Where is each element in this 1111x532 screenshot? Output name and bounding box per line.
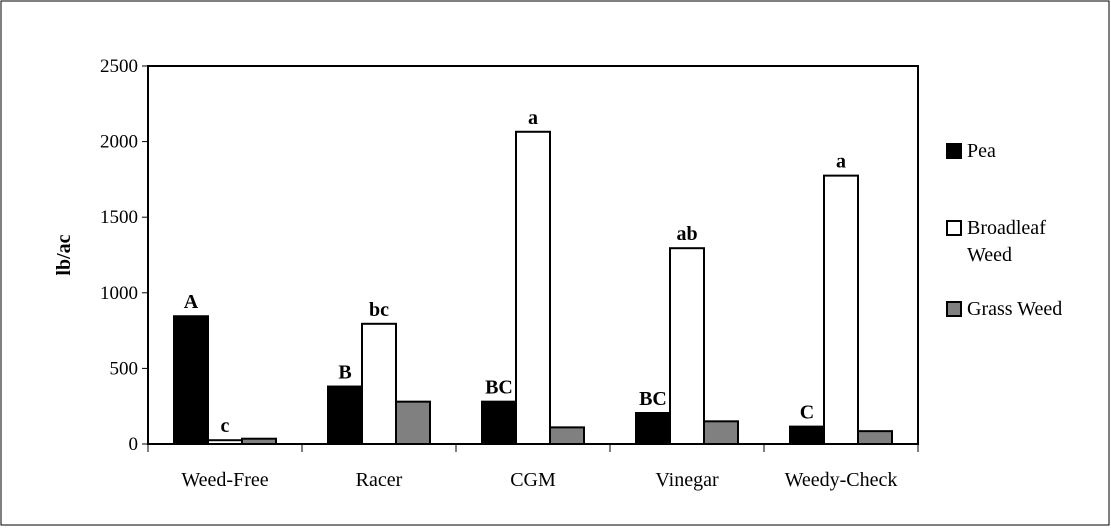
legend-label: Weed	[967, 244, 1012, 266]
x-tick-label: Weedy-Check	[785, 469, 898, 491]
bar-significance-label: bc	[369, 299, 389, 321]
x-axis: Weed-Free Racer CGM Vinegar Weedy-Check	[147, 444, 919, 491]
x-tick-label: Racer	[356, 469, 403, 491]
bar-pea	[327, 385, 363, 446]
y-axis-title: lb/ac	[53, 234, 75, 275]
legend-swatch	[946, 220, 962, 236]
bar-broadleaf-weed	[669, 247, 705, 445]
x-tick-label: Vinegar	[655, 469, 719, 491]
bar-pea	[173, 315, 209, 445]
bar-significance-label: c	[221, 415, 230, 437]
bars	[173, 130, 893, 446]
legend-label: Grass Weed	[967, 298, 1062, 320]
bar-grass-weed	[395, 400, 431, 445]
y-tick-label: 2500	[100, 56, 138, 77]
bar-significance-label: BC	[485, 377, 513, 399]
x-tick-label: CGM	[510, 469, 556, 491]
bar-broadleaf-weed	[361, 322, 397, 445]
y-tick-label: 1000	[100, 283, 138, 304]
legend-label: Pea	[967, 140, 996, 162]
bar-significance-label: C	[800, 402, 814, 424]
bar-grass-weed	[241, 437, 277, 446]
legend: Pea Broadleaf Weed Grass Weed	[946, 140, 1062, 320]
bar-broadleaf-weed	[515, 130, 551, 445]
x-tick-label: Weed-Free	[181, 469, 268, 491]
bar-significance-label: a	[836, 151, 846, 173]
y-axis: 0 500 1000 1500 2000 2500	[100, 56, 148, 455]
bar-pea	[481, 400, 517, 445]
y-tick-label: 2000	[100, 132, 138, 153]
bar-significance-label: B	[338, 362, 351, 384]
bar-broadleaf-weed	[823, 174, 859, 445]
legend-label: Broadleaf	[967, 217, 1046, 239]
legend-swatch	[946, 143, 962, 159]
bar-broadleaf-weed	[207, 439, 243, 446]
y-tick-label: 0	[129, 434, 139, 455]
bar-pea	[635, 412, 671, 445]
bar-grass-weed	[549, 426, 585, 446]
y-tick-label: 1500	[100, 207, 138, 228]
bar-pea	[789, 425, 825, 445]
bar-grass-weed	[703, 420, 739, 446]
legend-swatch	[946, 301, 962, 317]
bar-significance-label: a	[528, 107, 538, 129]
y-tick-label: 500	[110, 358, 139, 379]
bar-grass-weed	[857, 430, 893, 446]
bar-significance-label: ab	[676, 223, 697, 245]
bar-significance-label: A	[184, 291, 199, 313]
bar-letter-labels: Ac Bbc BC a BC ab Ca	[184, 107, 846, 437]
bar-significance-label: BC	[639, 388, 667, 410]
